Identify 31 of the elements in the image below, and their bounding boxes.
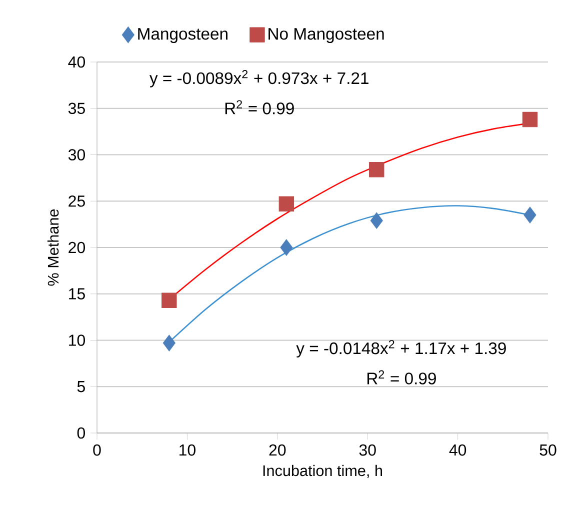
- point: [162, 292, 177, 308]
- point: [162, 334, 176, 352]
- y-tick-label: 5: [77, 381, 85, 392]
- y-axis-title: % Methane: [47, 209, 59, 286]
- legend-label: No Mangosteen: [268, 28, 384, 44]
- x-tick-label: 30: [359, 444, 376, 456]
- y-tick-label: 25: [68, 195, 85, 207]
- x-tick-label: 50: [540, 444, 556, 456]
- annotation: R$^{2}$ = 0.99: [367, 370, 436, 384]
- point: [370, 212, 383, 229]
- y-tick-label: 15: [69, 288, 85, 300]
- x-tick-label: 40: [449, 444, 466, 456]
- y-tick-label: 40: [68, 56, 86, 68]
- x-tick-label: 0: [93, 444, 101, 456]
- y-tick-label: 20: [68, 242, 86, 254]
- legend-label: Mangosteen: [138, 28, 228, 44]
- x-tick-label: 20: [269, 444, 286, 456]
- x-tick-label: 10: [180, 444, 196, 456]
- point: [522, 112, 538, 128]
- annotation: y = -0.0089x$^{2}$ + 0.973x + 7.21: [150, 70, 368, 88]
- annotation: y = -0.0148x$^{2}$ + 1.17x + 1.39: [296, 340, 506, 358]
- x-axis-title: Incubation time, h: [263, 464, 382, 478]
- y-tick-label: 0: [77, 427, 86, 439]
- point: [280, 239, 293, 256]
- point: [369, 162, 384, 178]
- annotation: R$^{2}$ = 0.99: [225, 100, 294, 114]
- y-tick-label: 35: [68, 102, 85, 114]
- y-tick-label: 30: [68, 149, 86, 160]
- point: [524, 206, 536, 224]
- point: [278, 196, 294, 212]
- y-tick-label: 10: [69, 334, 86, 346]
